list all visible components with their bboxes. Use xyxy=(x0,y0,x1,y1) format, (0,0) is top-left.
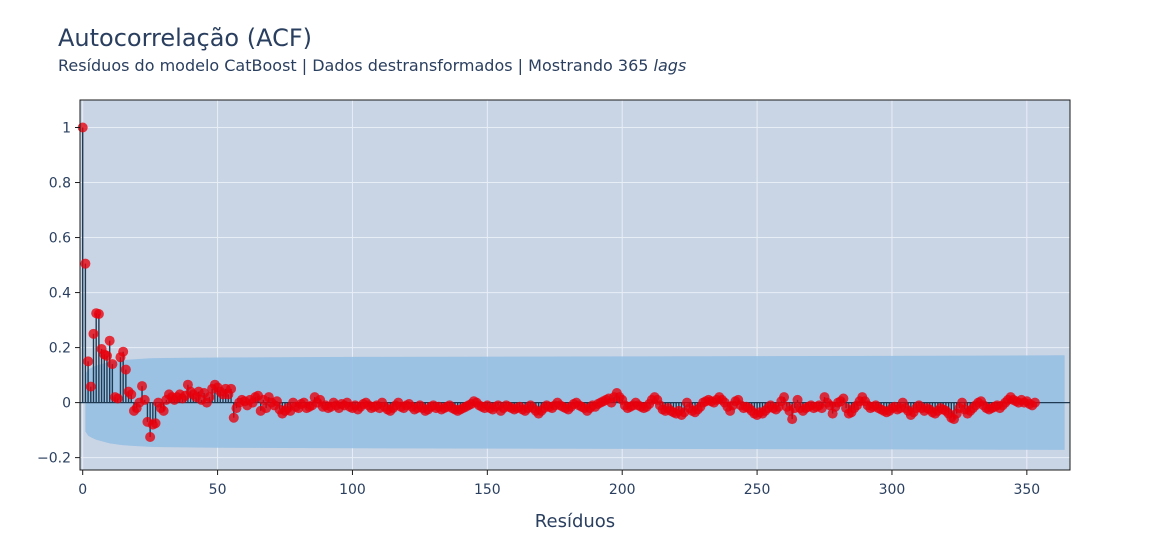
acf-point xyxy=(107,359,118,370)
y-tick-label: 0.6 xyxy=(49,231,71,247)
acf-point xyxy=(792,394,803,405)
x-axis-ticks: 0 50 100 150 200 250 300 350 xyxy=(78,470,1040,498)
acf-point xyxy=(1029,397,1040,408)
y-axis-ticks: −0.2 0 0.2 0.4 0.6 0.8 1 xyxy=(37,121,80,467)
acf-point xyxy=(93,309,104,320)
acf-point xyxy=(118,346,129,357)
acf-point xyxy=(787,414,798,425)
acf-point xyxy=(838,393,849,404)
acf-point xyxy=(145,431,156,442)
acf-point xyxy=(83,356,94,367)
plot-frame xyxy=(79,99,1071,471)
x-tick-label: 0 xyxy=(78,482,87,498)
chart-subtitle: Resíduos do modelo CatBoost | Dados dest… xyxy=(58,56,686,75)
chart-subtitle-text: Resíduos do modelo CatBoost | Dados dest… xyxy=(58,56,649,75)
acf-point xyxy=(104,335,115,346)
x-tick-label: 200 xyxy=(609,482,636,498)
acf-point xyxy=(112,393,123,404)
y-tick-label: 0.4 xyxy=(49,286,71,302)
acf-point xyxy=(139,394,150,405)
y-tick-label: 1 xyxy=(62,121,71,137)
acf-point xyxy=(137,381,148,392)
x-tick-label: 150 xyxy=(474,482,501,498)
acf-point xyxy=(88,328,99,339)
acf-point xyxy=(85,381,96,392)
x-axis-title: Resíduos xyxy=(535,511,615,532)
acf-point xyxy=(101,350,112,361)
y-tick-label: −0.2 xyxy=(37,451,71,467)
x-tick-label: 100 xyxy=(339,482,366,498)
chart-title: Autocorrelação (ACF) xyxy=(58,24,313,52)
acf-point xyxy=(158,405,169,416)
chart-subtitle-italic: lags xyxy=(653,56,687,75)
acf-point xyxy=(779,392,790,403)
y-tick-label: 0 xyxy=(62,396,71,412)
y-tick-label: 0.8 xyxy=(49,176,71,192)
acf-point xyxy=(228,412,239,423)
acf-point xyxy=(150,418,161,429)
x-tick-label: 300 xyxy=(879,482,906,498)
acf-point xyxy=(271,396,282,407)
acf-point xyxy=(204,392,215,403)
x-tick-label: 250 xyxy=(744,482,771,498)
acf-point xyxy=(80,258,91,269)
x-tick-label: 350 xyxy=(1013,482,1040,498)
y-tick-label: 0.2 xyxy=(49,341,71,357)
acf-point xyxy=(120,364,131,375)
acf-markers xyxy=(77,122,1040,442)
acf-point xyxy=(126,389,137,400)
x-tick-label: 50 xyxy=(209,482,227,498)
acf-point xyxy=(226,383,237,394)
